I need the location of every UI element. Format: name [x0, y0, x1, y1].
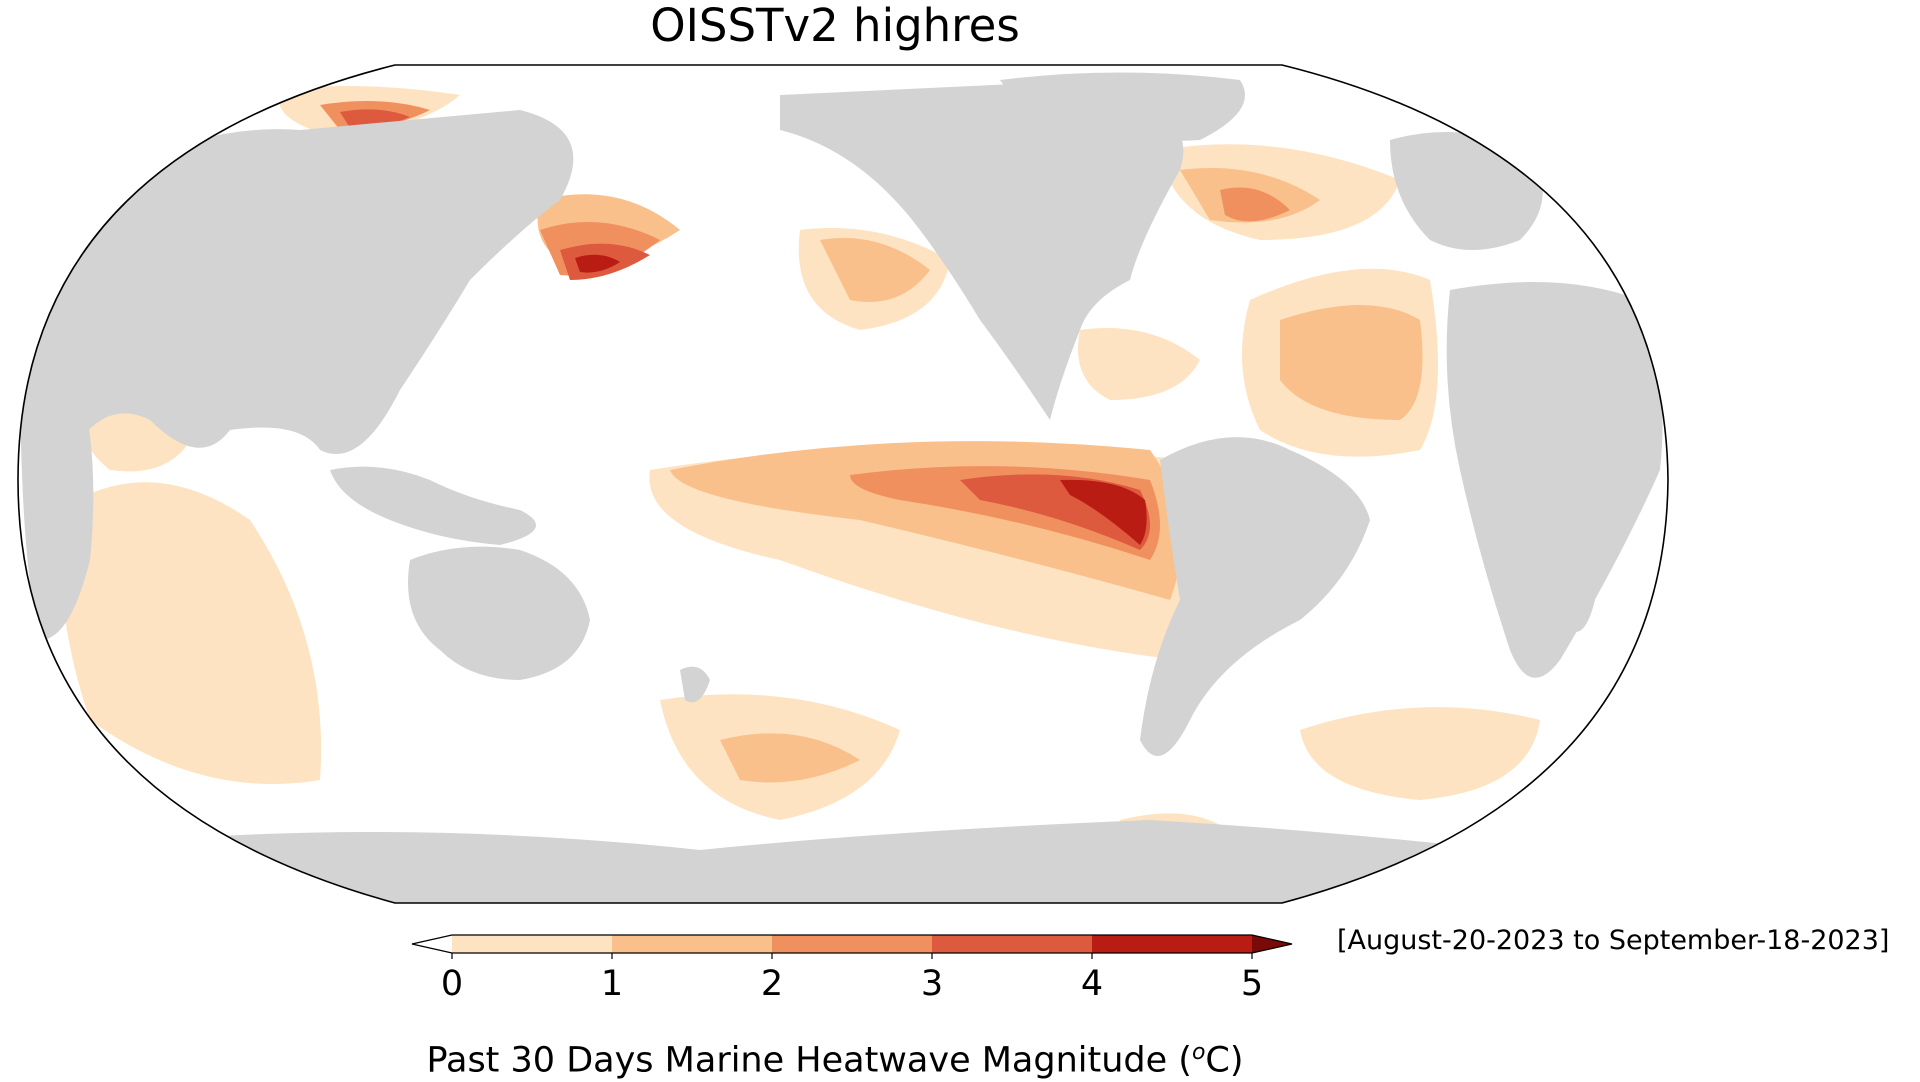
- colorbar-label-prefix: Past 30 Days Marine Heatwave Magnitude (: [426, 1040, 1192, 1081]
- land-europe: [1390, 132, 1543, 250]
- colorbar-label-suffix: ): [1229, 1040, 1244, 1081]
- colorbar-bin-1: [452, 935, 612, 953]
- land-africa: [20, 348, 94, 640]
- date-range: [August-20-2023 to September-18-2023]: [1337, 925, 1890, 956]
- colorbar-over-triangle: [1252, 935, 1292, 953]
- colorbar-bin-3: [772, 935, 932, 953]
- map-title: OISSTv2 highres: [650, 0, 1020, 52]
- globe-outline: [17, 64, 1669, 904]
- colorbar-unit-letter: C: [1205, 1040, 1230, 1081]
- colorbar-unit-degree: o: [1191, 1040, 1206, 1065]
- colorbar-tick-label: 3: [920, 964, 944, 1004]
- anomaly-bin-5: [575, 254, 1147, 545]
- colorbar-tick-label: 2: [760, 964, 784, 1004]
- land-antarctica: [18, 820, 1668, 903]
- land-africa-east: [1446, 282, 1663, 678]
- colorbar-tick-label: 5: [1240, 964, 1264, 1004]
- colorbar-label: Past 30 Days Marine Heatwave Magnitude (…: [300, 1032, 1370, 1082]
- colorbar-under-triangle: [412, 935, 452, 953]
- land-madagascar: [1570, 577, 1595, 632]
- land-asia: [20, 110, 574, 454]
- land-greenland: [1000, 72, 1245, 141]
- colorbar: [411, 934, 1293, 959]
- land-new-zealand: [680, 666, 710, 703]
- colorbar-tick-label: 1: [600, 964, 624, 1004]
- land-north-america: [780, 80, 1184, 420]
- land-masses: [18, 72, 1668, 903]
- land-australia: [408, 546, 590, 680]
- colorbar-bin-2: [612, 935, 772, 953]
- colorbar-bin-4: [932, 935, 1092, 953]
- colorbar-tick-label: 0: [440, 964, 464, 1004]
- land-maritime-se-asia: [330, 466, 536, 545]
- colorbar-bin-5: [1092, 935, 1252, 953]
- colorbar-tick-label: 4: [1080, 964, 1104, 1004]
- land-south-america: [1140, 437, 1370, 756]
